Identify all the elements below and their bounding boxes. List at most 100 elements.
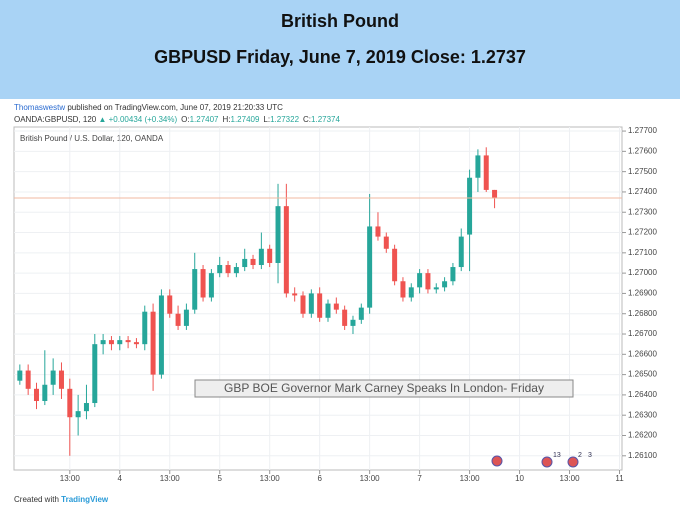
candle-body <box>317 293 323 318</box>
event-badge: 3 <box>588 452 592 459</box>
candle-body <box>467 177 473 235</box>
y-tick-label: 1.27400 <box>628 187 657 196</box>
candle-body <box>342 309 348 326</box>
y-tick-label: 1.27000 <box>628 268 657 277</box>
event-badge: 13 <box>553 452 561 459</box>
candle-body <box>200 269 206 298</box>
change: ▲ +0.00434 (+0.34%) <box>98 115 177 124</box>
annotation: GBP BOE Governor Mark Carney Speaks In L… <box>224 381 544 395</box>
quote-label: C: <box>303 115 311 124</box>
chart-title: British Pound <box>281 11 399 31</box>
x-tick-label: 10 <box>515 474 524 483</box>
annotation-box <box>194 379 574 398</box>
y-tick-label: 1.26300 <box>628 410 657 419</box>
plot-frame <box>13 126 623 471</box>
candle-body <box>333 303 339 310</box>
candle-body <box>192 269 198 310</box>
candle-body <box>392 248 398 282</box>
candle-body <box>258 248 264 266</box>
y-tick-label: 1.27500 <box>628 167 657 176</box>
quote-value: 1.27407 <box>190 115 219 124</box>
event-icon[interactable] <box>567 456 579 468</box>
candle-body <box>150 311 156 375</box>
candle-body <box>117 340 123 345</box>
event-badge: 2 <box>578 452 582 459</box>
x-tick-label: 5 <box>217 474 222 483</box>
quote-label: L: <box>263 115 270 124</box>
publisher-line: Thomaswestw published on TradingView.com… <box>14 103 283 112</box>
publisher-text: published on TradingView.com, June 07, 2… <box>67 103 283 112</box>
candle-body <box>450 267 456 282</box>
x-tick-label: 13:00 <box>60 474 81 483</box>
candle-body <box>225 265 231 274</box>
candle-body <box>242 258 248 268</box>
quote-line: OANDA:GBPUSD, 120 ▲ +0.00434 (+0.34%) O:1… <box>14 115 340 124</box>
quote-value: 1.27322 <box>270 115 299 124</box>
x-tick-label: 13:00 <box>160 474 181 483</box>
candle-body <box>408 287 414 298</box>
candle-body <box>267 248 273 263</box>
candle-body <box>208 273 214 298</box>
event-icon[interactable] <box>491 455 503 467</box>
y-tick-label: 1.26700 <box>628 329 657 338</box>
candle-body <box>33 388 39 401</box>
pane-label: British Pound / U.S. Dollar, 120, OANDA <box>20 134 164 143</box>
candle-body <box>400 281 406 298</box>
candle-body <box>383 236 389 249</box>
y-tick-label: 1.27200 <box>628 228 657 237</box>
candle-body <box>308 293 314 314</box>
candle-body <box>142 311 148 345</box>
candle-body <box>75 411 81 418</box>
x-tick-label: 4 <box>118 474 123 483</box>
x-tick-label: 7 <box>417 474 422 483</box>
x-tick-label: 13:00 <box>260 474 281 483</box>
candle-body <box>67 388 73 418</box>
footer-prefix: Created with <box>14 495 59 504</box>
candle-body <box>375 226 381 237</box>
y-tick-label: 1.27600 <box>628 146 657 155</box>
candle-body <box>425 273 431 290</box>
candle-body <box>367 226 373 308</box>
y-tick-label: 1.26500 <box>628 370 657 379</box>
y-tick-label: 1.26400 <box>628 390 657 399</box>
candle-body <box>275 206 281 263</box>
candle-body <box>458 236 464 268</box>
candle-body <box>167 295 173 314</box>
x-tick-label: 13:00 <box>460 474 481 483</box>
candle-body <box>417 273 423 288</box>
candle-body <box>133 342 139 345</box>
candle-body <box>50 370 56 385</box>
candle-body <box>17 370 23 381</box>
quote-value: 1.27374 <box>311 115 340 124</box>
candle-body <box>58 370 64 389</box>
candle-body <box>475 155 481 178</box>
candle-body <box>300 295 306 314</box>
event-icon[interactable] <box>541 456 553 468</box>
symbol: OANDA:GBPUSD, 120 <box>14 115 97 124</box>
x-tick-label: 6 <box>317 474 322 483</box>
candle-body <box>100 340 106 345</box>
candle-body <box>83 403 89 412</box>
candle-body <box>25 370 31 389</box>
candle-body <box>283 206 289 294</box>
quote-label: O: <box>181 115 189 124</box>
x-tick-label: 13:00 <box>560 474 581 483</box>
candle-body <box>108 340 114 345</box>
candle-body <box>125 340 131 343</box>
candle-body <box>325 303 331 318</box>
candle-body <box>183 309 189 326</box>
candle-body <box>158 295 164 375</box>
y-tick-label: 1.26800 <box>628 309 657 318</box>
quote-value: 1.27409 <box>231 115 260 124</box>
quote-label: H: <box>223 115 231 124</box>
candle-body <box>350 319 356 326</box>
candle-body <box>42 384 48 401</box>
candle-body <box>292 293 298 296</box>
candle-body <box>250 258 256 266</box>
y-tick-label: 1.26100 <box>628 451 657 460</box>
y-tick-label: 1.26200 <box>628 431 657 440</box>
candle-body <box>217 265 223 274</box>
candle-body <box>92 344 98 404</box>
x-tick-label: 13:00 <box>360 474 381 483</box>
